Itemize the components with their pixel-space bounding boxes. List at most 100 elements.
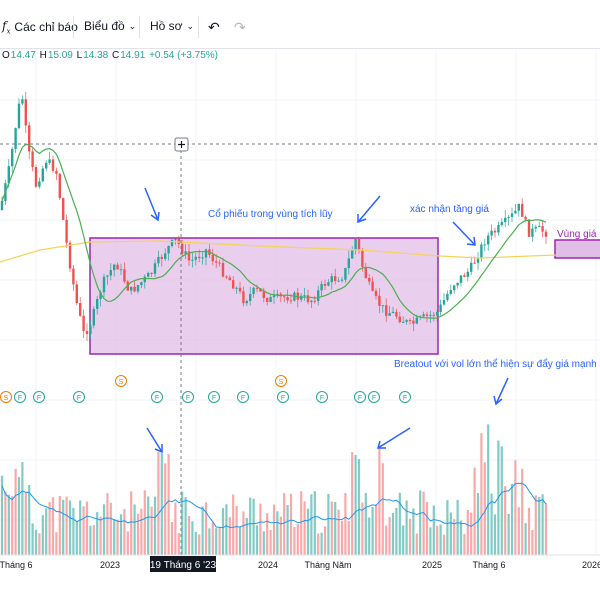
candle [385,298,388,322]
time-axis-label: Tháng 6 [472,560,505,570]
redo-button[interactable]: ↷ [234,19,246,36]
candle [276,289,279,298]
volume-bar [480,433,483,555]
volume-bar [415,533,418,555]
event-marker-label: F [186,395,190,402]
candle [351,246,354,259]
event-marker-label: F [77,395,81,402]
financial-event-marker[interactable]: F [14,391,26,403]
time-axis[interactable]: Tháng 6 2023 2024 Tháng Năm 2025 Tháng 6 2026 [0,560,600,570]
candle [31,148,34,172]
volume-bar [514,460,517,555]
add-plus-icon[interactable] [174,137,189,152]
candle [92,306,95,329]
candle [497,221,500,236]
volume-bar [181,491,184,555]
candle [408,317,412,325]
event-marker-label: S [119,379,124,386]
financial-event-marker[interactable]: F [399,391,411,403]
candle [480,242,483,262]
candle [402,316,405,323]
candle [337,277,340,282]
financial-event-marker[interactable]: F [368,391,380,403]
volume-bar [374,504,378,555]
volume-bar [174,502,177,555]
price-zone-box[interactable] [554,239,600,259]
financial-event-marker[interactable]: F [354,391,366,403]
volume-bar [317,533,320,555]
candle [449,284,452,296]
volume-bar [170,522,174,555]
price-zone-annotation[interactable]: Vùng giá m [557,229,600,240]
volume-bar [235,505,238,555]
volume-bar [123,508,126,555]
volume-bar [459,520,463,555]
candle [55,167,58,180]
volume-bar [211,522,214,555]
profile-label: Hồ sơ [150,19,183,33]
volume-bar [150,506,153,555]
volume-bar [245,517,248,555]
financial-event-marker[interactable]: F [33,391,45,403]
volume-bar [500,446,503,555]
open-value: 14.47 [10,50,36,61]
profile-dropdown[interactable]: Hồ sơ ⌄ [150,19,194,33]
time-axis-label: Tháng 6 [0,560,33,570]
candle [238,281,242,294]
candle [432,311,435,322]
volume-bar [436,525,439,555]
chart-type-dropdown[interactable]: Biểu đồ ⌄ [84,19,136,33]
volume-bar [191,521,194,555]
volume-bar [286,505,289,555]
volume-bar [266,513,269,555]
financial-event-marker[interactable]: F [316,391,328,403]
candle [466,268,469,282]
financial-event-marker[interactable]: F [73,391,85,403]
financial-event-marker[interactable]: F [208,391,220,403]
confirm-annotation[interactable]: xác nhận tăng giá [410,204,489,215]
candle [164,248,167,262]
split-event-marker[interactable]: S [0,391,12,403]
candle [470,256,473,276]
chevron-down-icon: ⌄ [128,20,137,31]
volume-bar [541,494,544,555]
volume-bar [320,532,323,555]
breakout-annotation[interactable]: Breatout với vol lớn thể hiện sự đẩy giá… [394,358,600,370]
candle [405,319,408,325]
financial-event-marker[interactable]: F [151,391,163,403]
candle [500,217,503,227]
split-event-marker[interactable]: S [115,375,127,387]
candle [483,238,486,252]
volume-bar [79,500,82,555]
candle [82,309,85,338]
volume-bar [228,517,231,555]
indicators-button[interactable]: fx Các chỉ báo [2,19,78,35]
candle [272,289,276,304]
volume-bar [473,467,476,555]
volume-bar [34,529,38,555]
candle [310,299,313,308]
candle [487,232,490,251]
undo-icon: ↶ [208,19,220,35]
candle [170,239,174,248]
candle [327,279,330,287]
financial-event-marker[interactable]: F [182,391,194,403]
volume-bar [126,531,129,555]
financial-event-marker[interactable]: F [277,391,289,403]
candle [412,316,415,332]
financial-event-marker[interactable]: F [237,391,249,403]
undo-button[interactable]: ↶ [208,19,220,36]
volume-bar [0,475,4,555]
volume-bar [14,468,17,555]
volume-bar [449,512,452,555]
volume-bar [487,424,490,555]
accumulation-annotation[interactable]: Cổ phiếu trong vùng tích lũy [208,208,333,220]
candle [507,214,510,226]
candle [395,308,398,319]
low-value: 14.38 [83,50,109,61]
split-event-marker[interactable]: S [275,375,287,387]
volume-bar [483,462,486,555]
candle [140,281,143,288]
candle [313,295,316,304]
